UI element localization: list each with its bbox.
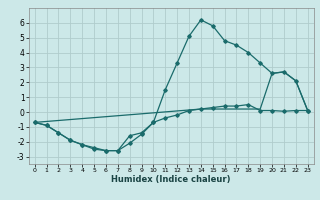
X-axis label: Humidex (Indice chaleur): Humidex (Indice chaleur) — [111, 175, 231, 184]
